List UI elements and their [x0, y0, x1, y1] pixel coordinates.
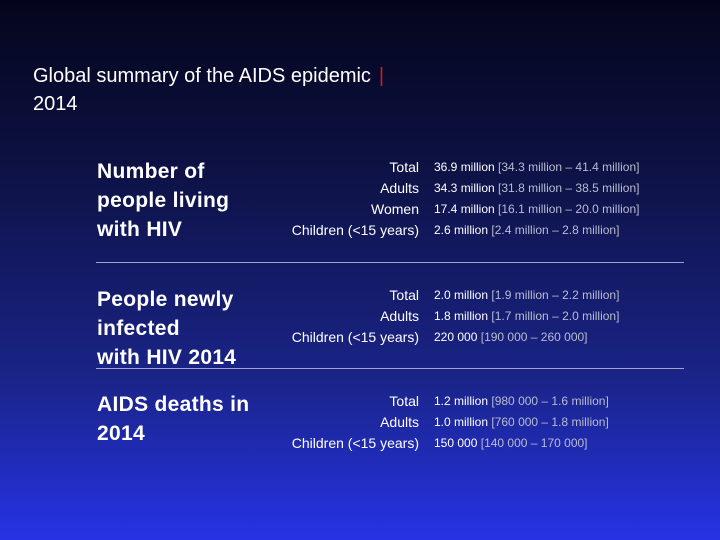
- estimate: 1.8 million: [434, 309, 489, 323]
- category-label: Adults: [380, 414, 419, 430]
- category-label: Children (<15 years): [291, 435, 419, 451]
- estimate: 36.9 million: [434, 160, 495, 174]
- section-label-newly-infected: People newly infected with HIV 2014: [97, 288, 237, 369]
- estimate: 220 000: [434, 330, 478, 344]
- range: [2.4 million – 2.8 million]: [491, 223, 620, 237]
- range: [140 000 – 170 000]: [480, 436, 588, 450]
- category-label: Adults: [380, 308, 419, 324]
- values-newly-infected: 2.0 million [1.9 million – 2.2 million] …: [434, 285, 619, 348]
- value-row: 220 000 [190 000 – 260 000]: [434, 327, 619, 348]
- section-label-aids-deaths: AIDS deaths in 2014: [97, 393, 250, 445]
- categories-newly-infected: Total Adults Children (<15 years): [292, 285, 419, 348]
- estimate: 1.2 million: [434, 394, 489, 408]
- section-divider: [96, 262, 684, 263]
- range: [16.1 million – 20.0 million]: [498, 202, 640, 216]
- value-row: 2.6 million [2.4 million – 2.8 million]: [434, 220, 639, 241]
- estimate: 17.4 million: [434, 202, 495, 216]
- estimate: 34.3 million: [434, 181, 495, 195]
- range: [34.3 million – 41.4 million]: [498, 160, 640, 174]
- values-living-with-hiv: 36.9 million [34.3 million – 41.4 millio…: [434, 157, 639, 241]
- estimate: 150 000: [434, 436, 478, 450]
- title-line-1: Global summary of the AIDS epidemic: [33, 65, 371, 87]
- value-row: 1.2 million [980 000 – 1.6 million]: [434, 391, 609, 412]
- value-row: 1.8 million [1.7 million – 2.0 million]: [434, 306, 619, 327]
- estimate: 2.6 million: [434, 223, 489, 237]
- slide-title: Global summary of the AIDS epidemic | 201…: [33, 62, 384, 118]
- category-label: Total: [389, 393, 419, 409]
- category-label: Total: [389, 287, 419, 303]
- categories-living-with-hiv: Total Adults Women Children (<15 years): [292, 157, 419, 241]
- range: [980 000 – 1.6 million]: [491, 394, 609, 408]
- estimate: 1.0 million: [434, 415, 489, 429]
- estimate: 2.0 million: [434, 288, 489, 302]
- section-divider: [96, 368, 684, 369]
- title-accent-bar: |: [378, 65, 385, 87]
- range: [1.7 million – 2.0 million]: [491, 309, 620, 323]
- value-row: 17.4 million [16.1 million – 20.0 millio…: [434, 199, 639, 220]
- value-row: 36.9 million [34.3 million – 41.4 millio…: [434, 157, 639, 178]
- values-aids-deaths: 1.2 million [980 000 – 1.6 million] 1.0 …: [434, 391, 609, 454]
- category-label: Children (<15 years): [291, 329, 419, 345]
- section-label-living-with-hiv: Number of people living with HIV: [97, 160, 230, 241]
- value-row: 150 000 [140 000 – 170 000]: [434, 433, 609, 454]
- range: [31.8 million – 38.5 million]: [498, 181, 640, 195]
- category-label: Children (<15 years): [291, 222, 419, 238]
- category-label: Total: [389, 159, 419, 175]
- category-label: Women: [371, 201, 419, 217]
- categories-aids-deaths: Total Adults Children (<15 years): [292, 391, 419, 454]
- range: [1.9 million – 2.2 million]: [491, 288, 620, 302]
- category-label: Adults: [380, 180, 419, 196]
- title-line-2: 2014: [33, 93, 78, 115]
- range: [190 000 – 260 000]: [480, 330, 588, 344]
- value-row: 34.3 million [31.8 million – 38.5 millio…: [434, 178, 639, 199]
- value-row: 2.0 million [1.9 million – 2.2 million]: [434, 285, 619, 306]
- value-row: 1.0 million [760 000 – 1.8 million]: [434, 412, 609, 433]
- range: [760 000 – 1.8 million]: [491, 415, 609, 429]
